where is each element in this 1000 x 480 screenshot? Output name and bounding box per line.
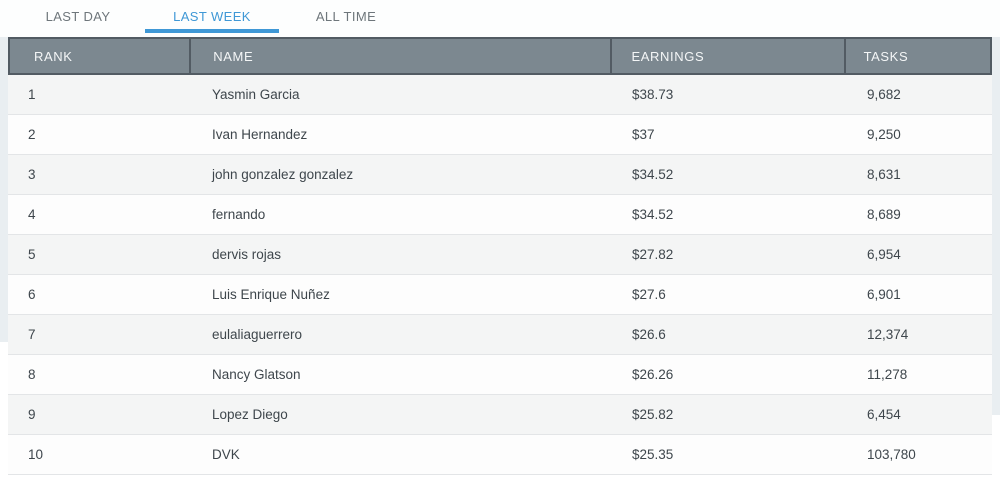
tab-last-week[interactable]: LAST WEEK <box>145 0 279 33</box>
cell-tasks: 6,454 <box>867 407 901 422</box>
cell-name: Lopez Diego <box>212 407 288 422</box>
cell-name: eulaliaguerrero <box>212 327 303 342</box>
cell-earnings: $27.6 <box>632 287 666 302</box>
cell-tasks: 103,780 <box>867 447 916 462</box>
column-header-name: NAME <box>191 39 612 73</box>
cell-name: Luis Enrique Nuñez <box>212 287 330 302</box>
cell-rank: 3 <box>28 167 36 182</box>
cell-tasks: 9,682 <box>867 87 901 102</box>
cell-tasks: 9,250 <box>867 127 901 142</box>
cell-name: fernando <box>212 207 266 222</box>
cell-rank: 4 <box>28 207 36 222</box>
cell-earnings: $26.26 <box>632 367 674 382</box>
cell-earnings: $34.52 <box>632 167 674 182</box>
cell-tasks: 8,631 <box>867 167 901 182</box>
table-row: 9 Lopez Diego $25.82 6,454 <box>8 395 992 435</box>
cell-name: Ivan Hernandez <box>212 127 308 142</box>
tab-all-time[interactable]: ALL TIME <box>315 9 377 24</box>
table-row: 4 fernando $34.52 8,689 <box>8 195 992 235</box>
tab-last-day[interactable]: LAST DAY <box>45 9 111 24</box>
cell-earnings: $25.35 <box>632 447 674 462</box>
column-header-earnings: EARNINGS <box>612 39 846 73</box>
column-header-rank: RANK <box>10 39 192 73</box>
cell-tasks: 11,278 <box>867 367 908 382</box>
cell-name: dervis rojas <box>212 247 282 262</box>
leaderboard-table: RANK NAME EARNINGS TASKS 1 Yasmin Garcia… <box>8 37 992 475</box>
cell-earnings: $34.52 <box>632 207 674 222</box>
cell-tasks: 12,374 <box>867 327 909 342</box>
table-row: 1 Yasmin Garcia $38.73 9,682 <box>8 75 992 115</box>
table-row: 3 john gonzalez gonzalez $34.52 8,631 <box>8 155 992 195</box>
cell-name: DVK <box>212 447 240 462</box>
cell-earnings: $27.82 <box>632 247 674 262</box>
table-row: 7 eulaliaguerrero $26.6 12,374 <box>8 315 992 355</box>
table-row: 8 Nancy Glatson $26.26 11,278 <box>8 355 992 395</box>
cell-rank: 10 <box>28 447 44 462</box>
leaderboard-period-tabs: LAST DAY LAST WEEK ALL TIME <box>0 0 1000 37</box>
cell-name: Yasmin Garcia <box>212 87 300 102</box>
cell-rank: 8 <box>28 367 36 382</box>
cell-name: Nancy Glatson <box>212 367 301 382</box>
cell-earnings: $26.6 <box>632 327 666 342</box>
cell-rank: 6 <box>28 287 36 302</box>
cell-tasks: 8,689 <box>867 207 901 222</box>
cell-earnings: $37 <box>632 127 655 142</box>
table-row: 2 Ivan Hernandez $37 9,250 <box>8 115 992 155</box>
table-header-row: RANK NAME EARNINGS TASKS <box>8 37 992 75</box>
cell-name: john gonzalez gonzalez <box>212 167 354 182</box>
table-row: 10 DVK $25.35 103,780 <box>8 435 992 475</box>
cell-earnings: $25.82 <box>632 407 674 422</box>
table-row: 6 Luis Enrique Nuñez $27.6 6,901 <box>8 275 992 315</box>
cell-rank: 9 <box>28 407 36 422</box>
cell-rank: 5 <box>28 247 36 262</box>
page-background-strip-right <box>992 33 1000 415</box>
page-background-strip-left <box>0 33 8 342</box>
column-header-tasks: TASKS <box>863 48 909 64</box>
cell-rank: 1 <box>28 87 36 102</box>
table-row: 5 dervis rojas $27.82 6,954 <box>8 235 992 275</box>
cell-tasks: 6,954 <box>867 247 901 262</box>
cell-rank: 7 <box>28 327 36 342</box>
cell-earnings: $38.73 <box>632 87 674 102</box>
cell-tasks: 6,901 <box>867 287 901 302</box>
cell-rank: 2 <box>28 127 36 142</box>
